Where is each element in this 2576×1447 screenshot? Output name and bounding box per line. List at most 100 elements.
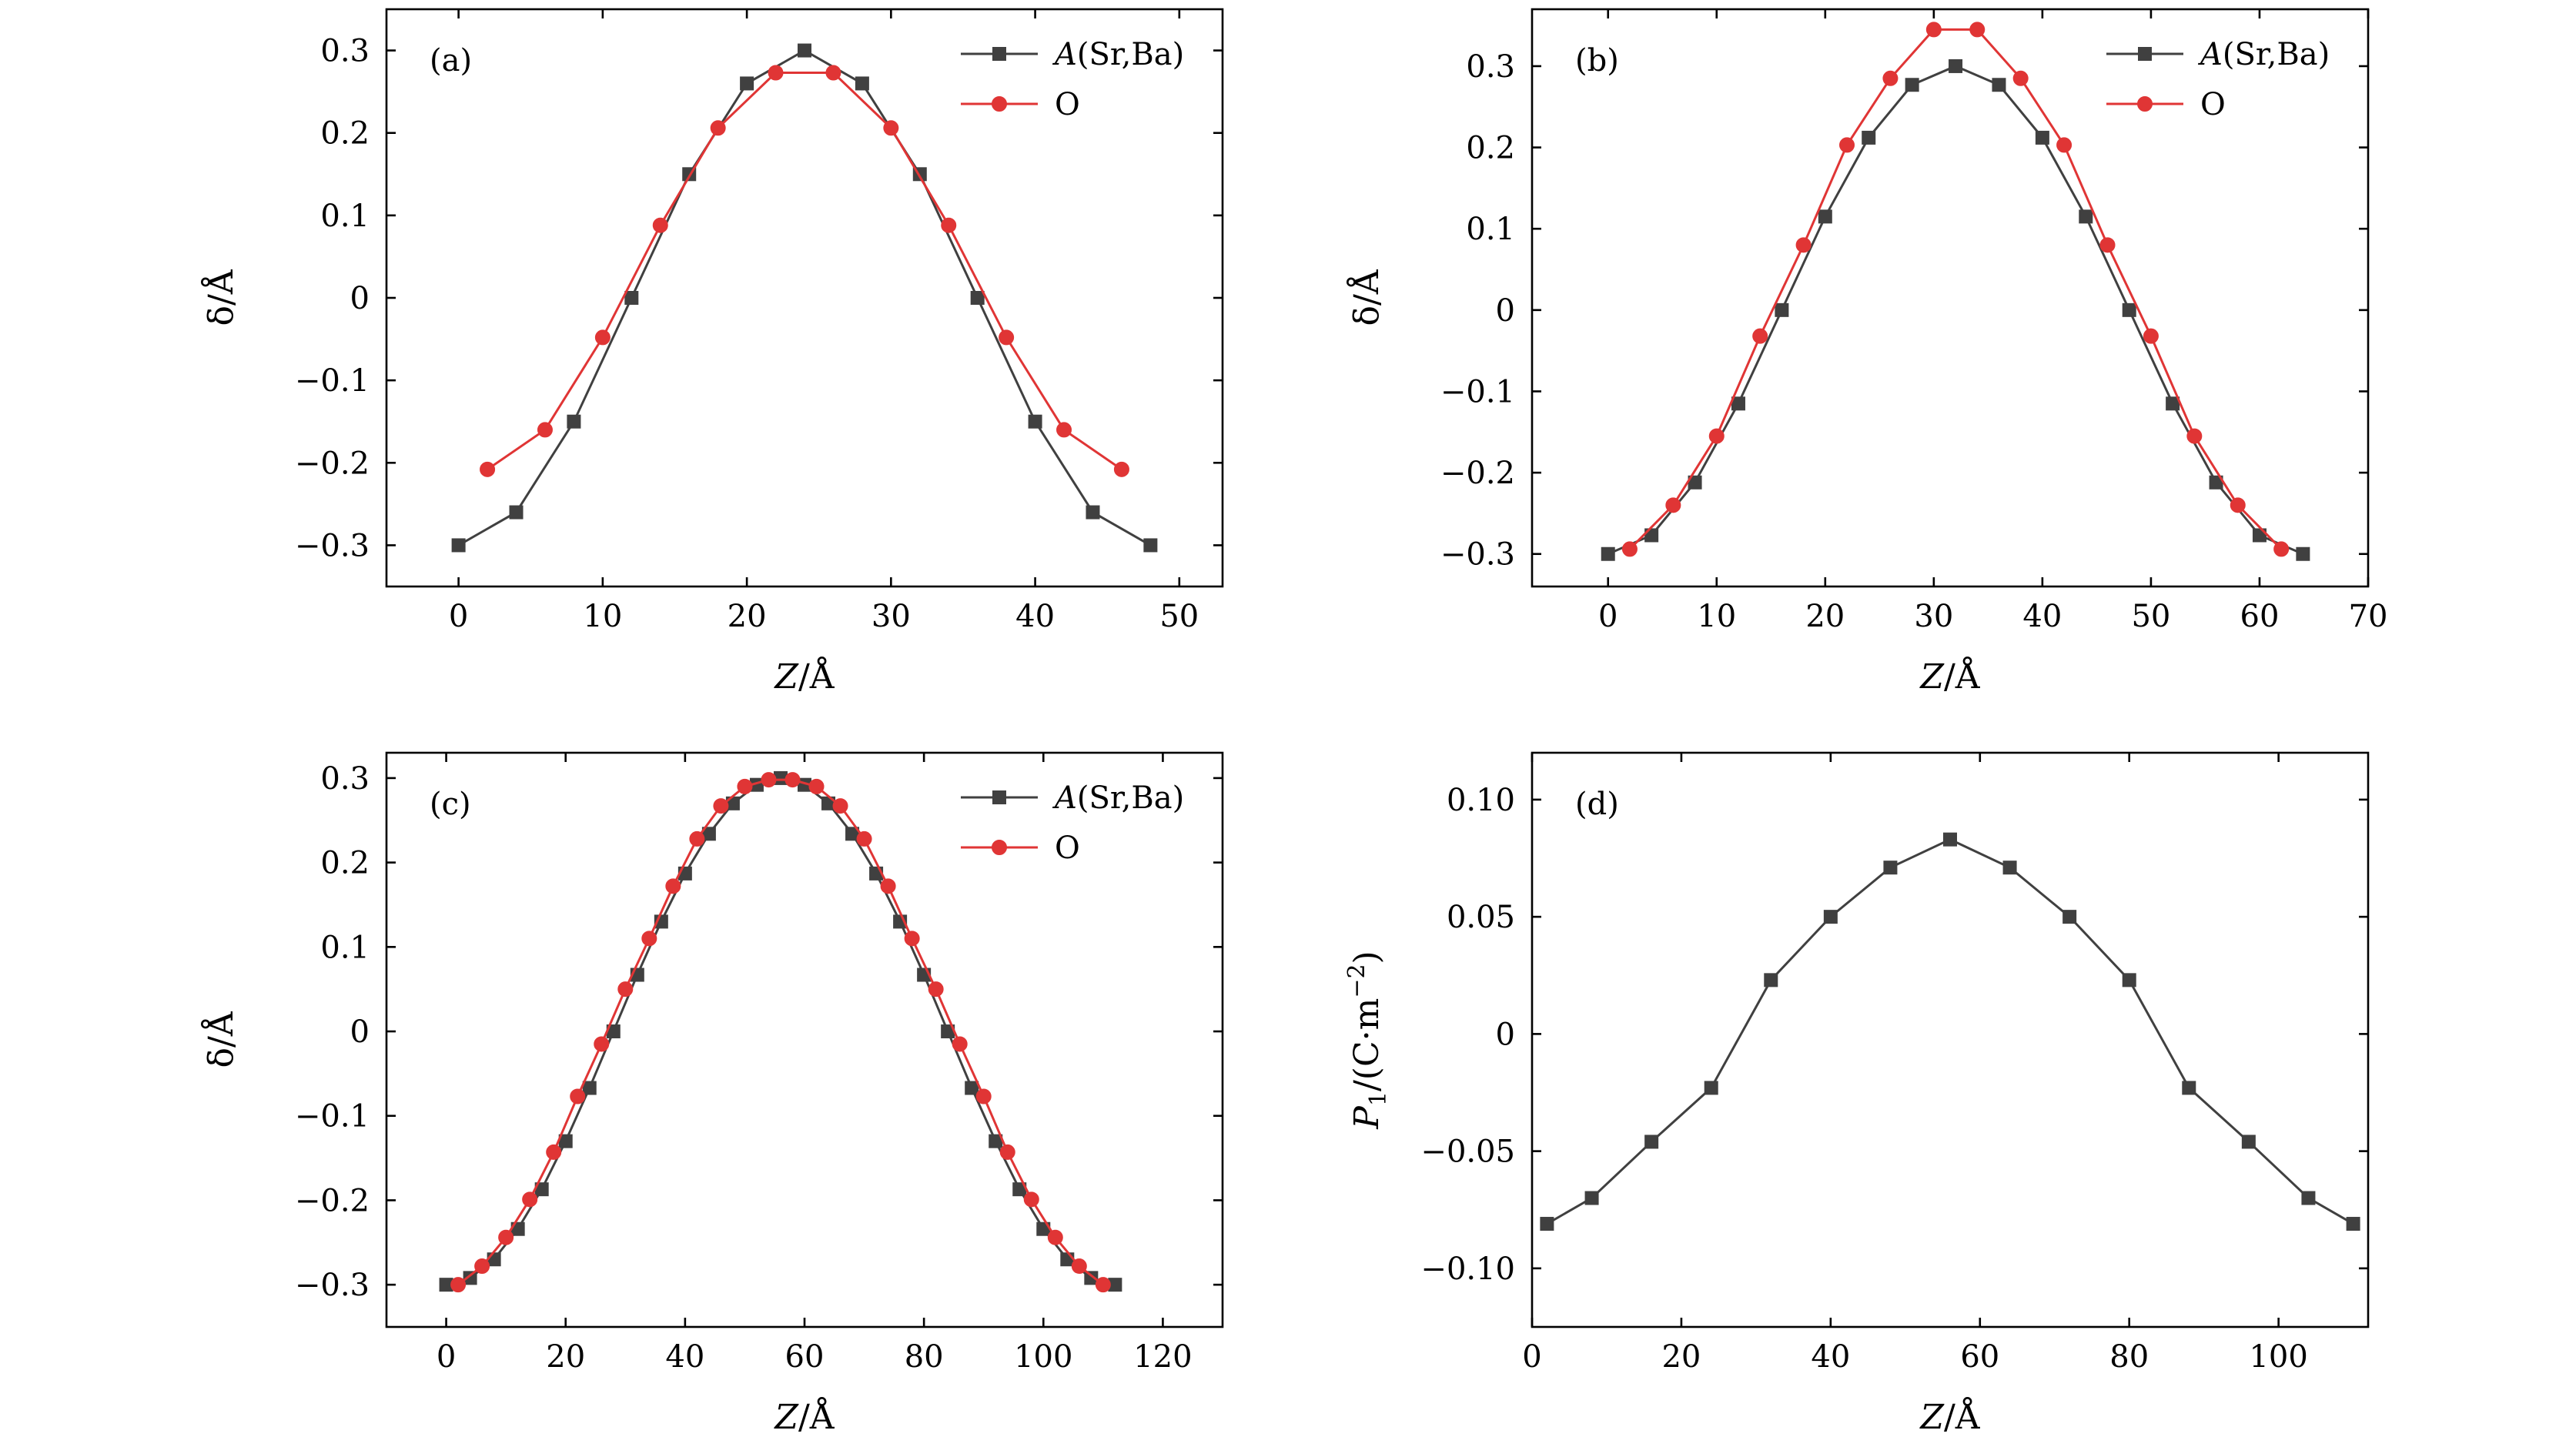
x-tick-label: 80: [905, 1339, 944, 1375]
data-point: [617, 981, 634, 998]
data-point: [498, 1229, 514, 1245]
data-point: [1084, 1271, 1099, 1285]
y-tick-label: 0.10: [1447, 783, 1515, 818]
series-line: [446, 777, 1116, 1286]
y-axis-label: δ/Å: [200, 1011, 241, 1068]
data-point: [1818, 209, 1832, 224]
panel-tag: (c): [430, 787, 471, 822]
x-tick-label: 60: [785, 1339, 825, 1375]
y-axis-label: P1/(C·m−2): [1343, 951, 1392, 1129]
series-asrba: [451, 43, 1158, 553]
series-o: [450, 772, 1111, 1293]
data-point: [1882, 70, 1899, 86]
x-tick-label: 80: [2109, 1339, 2149, 1375]
x-tick-label: 0: [1522, 1339, 1541, 1375]
data-point: [808, 778, 825, 794]
legend-label: A(Sr,Ba): [1052, 37, 1184, 72]
series-line: [1628, 28, 2283, 550]
y-tick-label: −0.1: [295, 1099, 370, 1135]
data-point: [1764, 973, 1778, 988]
data-point: [2122, 973, 2136, 988]
y-tick-label: 0: [1496, 1017, 1515, 1052]
data-point: [1665, 497, 1681, 513]
legend-marker: [2137, 96, 2153, 112]
data-point: [1095, 1277, 1111, 1293]
data-point: [970, 291, 985, 305]
x-tick-label: 100: [1014, 1339, 1072, 1375]
x-tick-label: 20: [1661, 1339, 1701, 1375]
x-tick-label: 40: [2022, 599, 2062, 634]
data-point: [928, 981, 944, 998]
x-tick-label: 10: [1697, 599, 1736, 634]
data-point: [825, 65, 841, 81]
legend: A(Sr,Ba) O: [961, 780, 1184, 866]
data-point: [1969, 22, 1986, 38]
data-point: [798, 43, 811, 58]
panel-b: 0 10 20 30 40 50 60 70 −0.3 −0.2 −0.1 0 0.1 0.2 0.3 Z/Å…: [1346, 8, 2387, 697]
x-tick-label: 0: [1598, 599, 1618, 634]
legend-label: O: [1055, 830, 1080, 866]
series-o: [1621, 22, 2290, 557]
data-point: [1925, 22, 1942, 38]
data-point: [594, 1036, 610, 1052]
series-asrba: [439, 770, 1122, 1292]
y-tick-label: 0.05: [1447, 900, 1515, 935]
x-tick-label: 50: [2131, 599, 2170, 634]
data-point: [1992, 78, 2006, 92]
data-point: [537, 422, 553, 438]
series-line: [457, 48, 1152, 546]
y-tick-label: 0.2: [320, 846, 370, 881]
x-tick-label: 50: [1159, 599, 1199, 634]
x-tick-label: 30: [871, 599, 911, 634]
data-point: [1862, 130, 1876, 145]
x-tick-label: 40: [1811, 1339, 1850, 1375]
legend-label: O: [2200, 87, 2226, 122]
data-point: [952, 1036, 968, 1052]
y-tick-label: −0.1: [295, 363, 370, 399]
data-point: [451, 538, 466, 553]
data-point: [999, 329, 1015, 346]
panel-d: 0 20 40 60 80 100 −0.10 −0.05 0 0.05 0.10 Z/Å P1/(C·…: [1343, 751, 2370, 1437]
data-point: [1047, 1229, 1063, 1245]
data-point: [768, 65, 784, 81]
data-point: [2012, 70, 2029, 86]
y-tick-label: 0.3: [1466, 49, 1515, 85]
data-point: [761, 772, 777, 788]
series-line: [457, 778, 1104, 1286]
data-point: [1708, 428, 1725, 444]
y-tick-label: −0.3: [1440, 537, 1515, 573]
y-tick-label: 0.2: [1466, 131, 1515, 166]
data-point: [2035, 130, 2049, 145]
data-point: [737, 778, 753, 794]
data-point: [570, 1088, 586, 1104]
data-point: [1621, 541, 1638, 557]
x-axis-label: Z/Å: [1919, 656, 1980, 697]
data-point: [582, 1081, 597, 1095]
y-tick-label: 0.3: [320, 761, 370, 797]
data-point: [832, 798, 848, 814]
data-point: [2241, 1135, 2256, 1149]
y-tick-label: 0.1: [1466, 212, 1515, 247]
y-tick-label: 0: [1496, 293, 1515, 329]
x-tick-label: 20: [1805, 599, 1845, 634]
x-tick-label: 60: [1960, 1339, 1999, 1375]
y-tick-label: 0.2: [320, 116, 370, 152]
y-tick-label: −0.3: [295, 528, 370, 563]
panel-tag: (b): [1575, 43, 1619, 79]
data-point: [474, 1258, 490, 1275]
data-point: [941, 217, 957, 233]
data-point: [2099, 237, 2116, 253]
data-point: [594, 329, 611, 346]
x-tick-label: 40: [1015, 599, 1055, 634]
data-point: [641, 931, 657, 947]
plot-frame: [1531, 751, 2370, 1328]
data-point: [713, 798, 729, 814]
data-point: [740, 76, 754, 91]
data-point: [880, 878, 896, 894]
series-p1: [1540, 832, 2360, 1231]
data-point: [2301, 1191, 2316, 1205]
series-line: [1546, 838, 2354, 1225]
legend: A(Sr,Ba) O: [2106, 37, 2330, 122]
data-point: [1704, 1081, 1718, 1095]
y-tick-label: −0.10: [1420, 1252, 1515, 1287]
